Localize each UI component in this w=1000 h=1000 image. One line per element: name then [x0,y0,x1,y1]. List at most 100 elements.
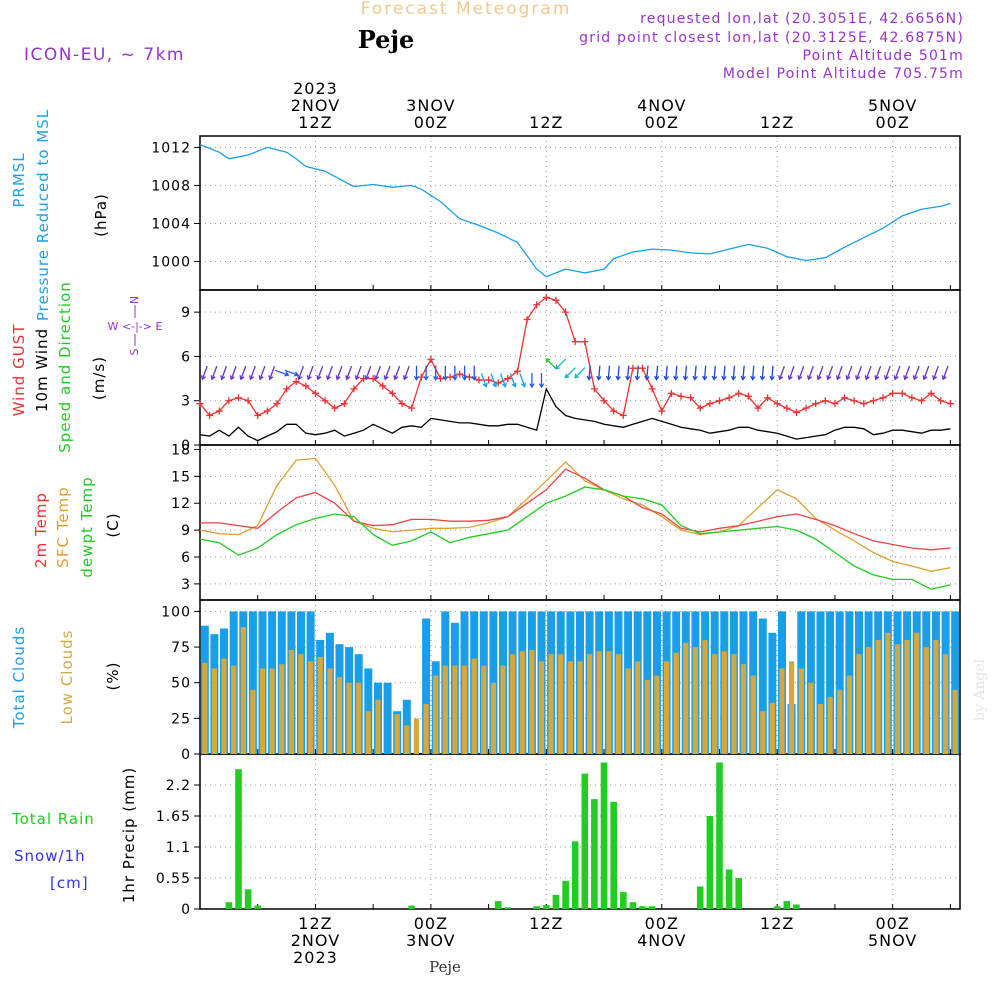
wind-direction-arrow [259,365,266,380]
wind-direction-arrow [297,365,305,380]
low-cloud-bar [202,662,208,754]
precip-bar [591,799,598,909]
gust-marker [735,389,743,397]
low-cloud-bar [837,689,843,754]
top-time-label: 00Z [645,113,679,132]
gust-marker [821,397,829,405]
wind-direction-arrow [626,365,630,380]
y-tick-label: 6 [181,349,191,365]
y-tick-label: 15 [171,469,191,485]
precip-bar [629,902,637,909]
point-altitude: Point Altitude 501m [802,48,964,64]
low-cloud-bar [789,661,795,754]
gust-marker [725,394,733,402]
clouds-unit: (%) [104,662,122,691]
low-cloud-bar [769,702,775,754]
low-cloud-bar [721,651,727,754]
wind-direction-arrow [855,365,863,380]
low-cloud-bar [452,665,458,754]
y-tick-label: 1004 [151,216,191,232]
wind-direction-arrowhead [845,375,851,381]
wind-direction-arrowhead [492,382,498,388]
low-cloud-bar [231,665,237,754]
gust-marker [937,397,945,405]
wind-direction-arrowhead [653,375,660,381]
low-cloud-bar [548,654,554,754]
y-tick-label: 12 [171,496,191,512]
gust-marker [600,397,608,405]
gust-marker [946,400,954,408]
low-cloud-bar [471,658,477,754]
gust-marker [465,373,473,381]
gust-marker [879,394,887,402]
low-cloud-bar [923,647,929,754]
total-cloud-bar [826,611,835,754]
wind-direction-arrowhead [932,375,938,381]
wind-direction-arrow [574,367,586,379]
wind-direction-arrowhead [284,371,290,377]
gust-marker [408,404,416,412]
bottom-time-label: 2023 [293,948,338,967]
low-cloud-bar [904,639,910,754]
low-cloud-bar [712,654,718,754]
gust-marker [552,296,560,304]
wind-direction-arrowhead [941,375,947,381]
compass-west-east: W <-|-> E [108,320,163,333]
wind-direction-arrow [588,365,591,380]
low-cloud-bar [606,651,612,754]
precip-bar [254,905,261,909]
total-cloud-bar [835,611,844,754]
wind-direction-arrow [684,365,688,380]
total-cloud-bar [951,611,960,754]
wind-direction-arrowhead [816,375,822,381]
low-cloud-bar [259,668,266,754]
gust-marker [542,293,550,301]
wind-direction-arrowhead [354,375,360,381]
pressure-line [199,143,951,278]
wind-direction-arrowhead [787,375,793,381]
precip-bar [648,906,656,909]
wind-direction-arrowhead [855,375,861,381]
wind-direction-arrowhead [433,375,439,381]
low-cloud-bar [817,704,824,754]
low-cloud-bar [375,699,381,754]
gust-marker [244,397,252,405]
wind-10m-label: 10m Wind [33,328,51,412]
wind-direction-arrowhead [511,382,517,388]
wind-direction-arrow [884,365,891,380]
wind-direction-arrowhead [471,375,477,381]
wind-direction-arrowhead [268,375,274,381]
low-cloud-bar [894,644,901,754]
low-cloud-bar [346,682,352,754]
gust-marker [533,301,541,309]
bottom-time-label: 2NOV [291,931,340,950]
gust-marker [475,376,483,384]
gust-marker [562,308,570,316]
low-cloud-bar [635,661,641,754]
wind-direction-arrow [836,365,843,380]
wind-direction-arrowhead [826,375,832,381]
low-cloud-bar [298,654,304,754]
bottom-time-label: 5NOV [868,931,917,950]
y-tick-label: 3 [181,577,191,593]
wind-direction-arrowhead [883,375,889,381]
top-time-label: 3NOV [406,96,455,115]
wind-direction-arrowhead [663,375,669,381]
gust-marker [629,364,637,372]
low-cloud-bar [644,679,650,754]
precip-bar [504,907,512,909]
wind-direction-arrow [771,365,774,380]
gust-marker [619,411,627,419]
wind-direction-arrowhead [220,375,226,381]
wind-direction-arrow [703,365,707,380]
wind-direction-arrow [284,369,299,376]
gust-marker [302,382,310,390]
gust-marker [764,394,772,402]
y-tick-label: 6 [181,550,191,566]
wind-direction-arrow [249,365,256,380]
wind-direction-arrow [555,358,567,370]
gust-marker [908,394,916,402]
low-cloud-bar [615,654,622,754]
wind-direction-arrowhead [521,382,527,388]
